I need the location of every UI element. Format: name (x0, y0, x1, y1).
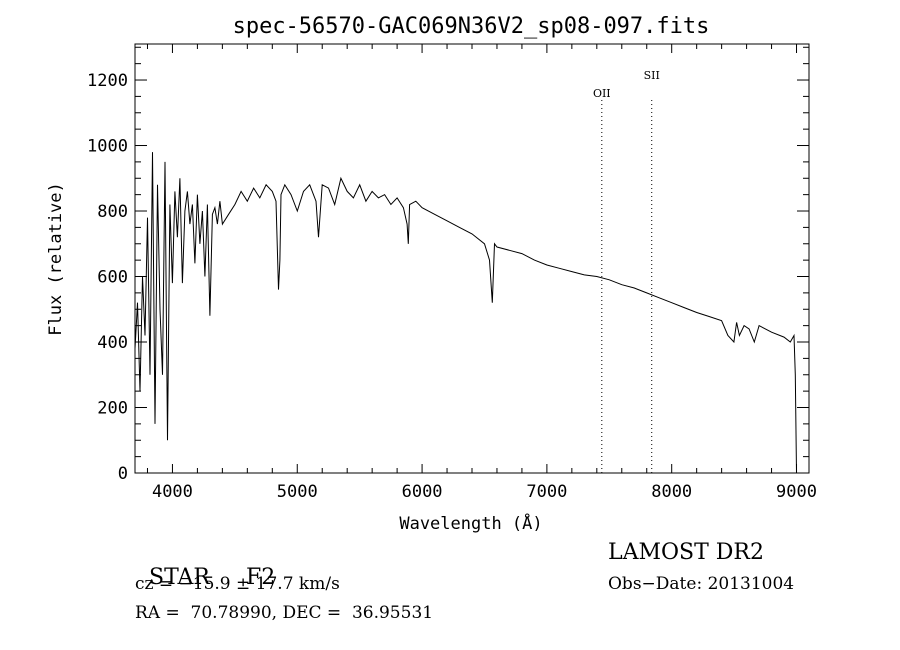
spectrum-chart: spec-56570-GAC069N36V2_sp08-097.fits OII… (46, 14, 817, 534)
y-axis-label: Flux (relative) (46, 182, 66, 336)
y-tick-label: 800 (97, 202, 128, 222)
object-subclass: F2 (246, 565, 276, 590)
cz-value: cz = −15.9 ± 17.7 km/s (135, 574, 340, 594)
plot-frame (134, 43, 810, 474)
y-tick-label: 600 (97, 268, 128, 288)
x-tick-label: 5000 (277, 482, 318, 502)
chart-title: spec-56570-GAC069N36V2_sp08-097.fits (233, 14, 710, 39)
y-tick-label: 1000 (87, 137, 128, 157)
ra-dec: RA = 70.78990, DEC = 36.95531 (135, 603, 434, 623)
x-tick-label: 7000 (526, 482, 567, 502)
emission-line-markers: OII SII (593, 69, 660, 473)
x-axis-label: Wavelength (Å) (399, 512, 542, 534)
survey-name: LAMOST DR2 (608, 540, 764, 565)
object-class: STAR F2 (135, 540, 275, 590)
line-label-sii: SII (644, 69, 660, 82)
spectrum-line (134, 152, 797, 474)
y-tick-label: 400 (97, 333, 128, 353)
x-tick-label: 4000 (152, 482, 193, 502)
x-tick-label: 9000 (776, 482, 817, 502)
x-tick-label: 6000 (402, 482, 443, 502)
x-tick-label: 8000 (651, 482, 692, 502)
y-tick-label: 1200 (87, 71, 128, 91)
line-label-oii: OII (593, 87, 611, 100)
obs-date: Obs−Date: 20131004 (608, 574, 795, 594)
y-tick-label: 0 (118, 464, 128, 484)
object-type: STAR (149, 565, 210, 590)
axis-ticks: 4000 5000 6000 7000 8000 9000 0 200 400 600 800 100… (87, 44, 817, 502)
y-tick-label: 200 (97, 399, 128, 419)
